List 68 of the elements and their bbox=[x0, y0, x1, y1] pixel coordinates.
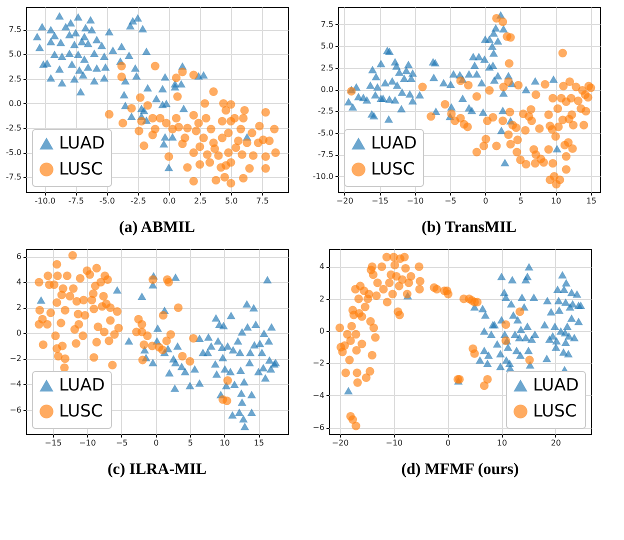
legend-label: LUAD bbox=[59, 376, 105, 396]
text: (d) MFMF (ours) bbox=[401, 461, 519, 478]
x-tick-label: -7.5 bbox=[68, 196, 84, 206]
y-tick-label: −6 bbox=[312, 423, 324, 432]
x-tick-label: −10 bbox=[386, 438, 403, 448]
y-tick-label: -2.5 bbox=[318, 106, 334, 116]
text: (a) ABMIL bbox=[119, 219, 195, 236]
y-tick-label: 0.0 bbox=[320, 85, 334, 94]
x-tick-label: 0 bbox=[446, 438, 451, 448]
x-tick-label: 10 bbox=[551, 196, 562, 206]
y-tick-label: 0 bbox=[16, 328, 22, 338]
legend-label: LUSC bbox=[371, 160, 415, 180]
x-tick-label: −5 bbox=[444, 196, 456, 206]
text: (b) TransMIL bbox=[422, 219, 516, 236]
x-tick-label: −20 bbox=[332, 438, 349, 448]
y-tick-label: 2 bbox=[16, 303, 22, 312]
x-tick-label: 5 bbox=[518, 196, 524, 206]
y-tick-label: 0.0 bbox=[8, 98, 22, 108]
x-tick-label: 0 bbox=[483, 196, 488, 206]
y-tick-label: 7.5 bbox=[320, 20, 334, 29]
x-tick-label: 10 bbox=[496, 438, 508, 448]
x-tick-label: −5 bbox=[116, 438, 128, 448]
x-tick-label: 5.0 bbox=[225, 196, 238, 206]
y-tick-label: 6 bbox=[16, 252, 22, 262]
text: (c) ILRA-MIL bbox=[107, 461, 207, 478]
y-tick-label: -10.0 bbox=[312, 172, 334, 181]
x-tick-label: −15 bbox=[44, 438, 62, 448]
x-tick-label: -10.0 bbox=[34, 196, 56, 206]
x-tick-label: 0 bbox=[154, 438, 159, 448]
x-tick-label: 0.0 bbox=[162, 196, 176, 206]
y-tick-label: -7.5 bbox=[6, 172, 22, 182]
x-tick-label: 10 bbox=[220, 438, 230, 448]
y-tick-label: 5.0 bbox=[8, 50, 22, 59]
y-tick-label: 0 bbox=[319, 326, 324, 336]
y-tick-label: 4 bbox=[319, 262, 324, 272]
y-tick-label: −6 bbox=[10, 405, 22, 414]
y-tick-label: 2 bbox=[319, 294, 324, 304]
y-tick-label: −2 bbox=[312, 358, 324, 368]
y-tick-label: -5.0 bbox=[6, 148, 22, 158]
x-tick-label: 20 bbox=[550, 438, 562, 448]
y-tick-label: 2.5 bbox=[8, 74, 22, 84]
y-tick-label: −4 bbox=[10, 380, 22, 389]
x-tick-label: −10 bbox=[406, 196, 424, 206]
y-tick-label: 2.5 bbox=[320, 63, 334, 72]
x-tick-label: 7.5 bbox=[256, 196, 269, 206]
y-tick-label: 7.5 bbox=[8, 25, 22, 34]
y-tick-label: 5.0 bbox=[320, 42, 334, 51]
x-tick-label: 15 bbox=[254, 438, 264, 448]
legend-label: LUAD bbox=[371, 134, 417, 154]
x-tick-label: 15 bbox=[586, 196, 596, 206]
legend-label: LUSC bbox=[533, 402, 577, 422]
y-tick-label: -5.0 bbox=[318, 128, 334, 138]
x-tick-label: −10 bbox=[79, 438, 96, 448]
legend-label: LUAD bbox=[59, 134, 105, 154]
y-tick-label: 4 bbox=[16, 278, 22, 287]
x-tick-label: -2.5 bbox=[130, 196, 146, 206]
x-tick-label: 5 bbox=[188, 438, 193, 448]
y-tick-label: −2 bbox=[10, 354, 22, 364]
x-tick-label: -5.0 bbox=[99, 196, 116, 206]
y-tick-label: -2.5 bbox=[6, 124, 22, 133]
x-tick-label: 2.5 bbox=[194, 196, 207, 206]
legend-label: LUSC bbox=[59, 402, 103, 422]
legend-label: LUSC bbox=[59, 160, 103, 180]
legend-label: LUAD bbox=[533, 376, 579, 396]
y-tick-label: −4 bbox=[312, 390, 324, 400]
x-tick-label: −15 bbox=[372, 196, 388, 206]
x-tick-label: −20 bbox=[336, 196, 354, 206]
y-tick-label: -7.5 bbox=[318, 150, 334, 160]
